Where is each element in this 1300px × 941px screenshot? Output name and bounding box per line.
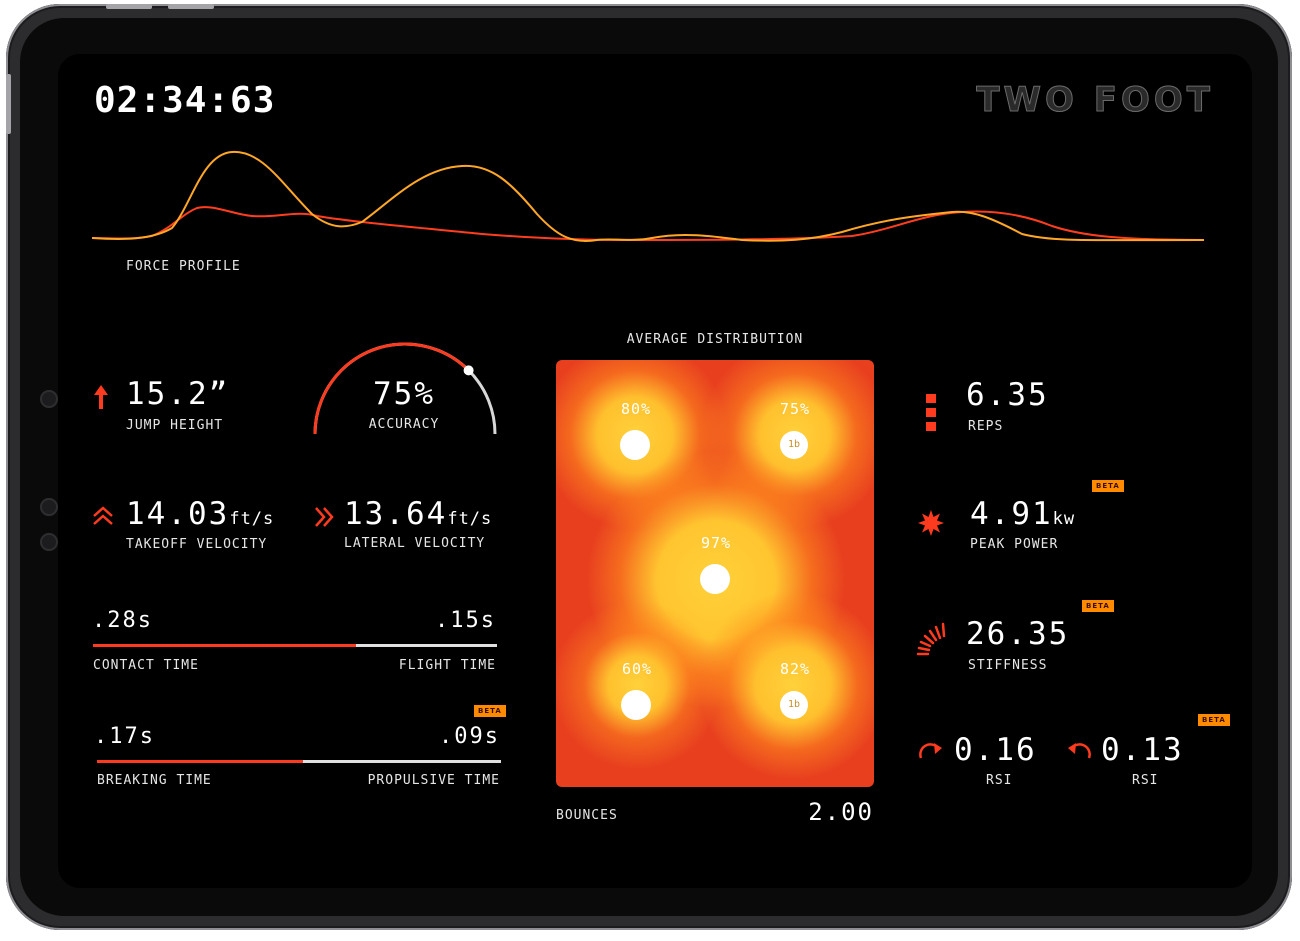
rotate-counterclockwise-icon xyxy=(1068,743,1091,759)
pressure-value: 80% xyxy=(620,400,652,418)
breaking-time-fill xyxy=(97,760,303,763)
takeoff-velocity-value: 14.03ft/s xyxy=(126,496,275,532)
beta-badge: BETA xyxy=(1198,714,1230,726)
flight-time-fill xyxy=(356,644,497,647)
pressure-point xyxy=(620,430,650,460)
pressure-point: 1b xyxy=(780,431,808,459)
lateral-velocity-value: 13.64ft/s xyxy=(344,496,493,532)
breaking-propulsive-bar xyxy=(97,760,501,763)
sensor-icon xyxy=(40,390,58,408)
beta-badge: BETA xyxy=(474,705,506,717)
jump-height-label: JUMP HEIGHT xyxy=(126,418,224,433)
jump-height-value: 15.2” xyxy=(126,376,230,412)
rsi-left-label: RSI xyxy=(986,773,1013,788)
volume-button xyxy=(106,4,152,9)
lateral-velocity-label: LATERAL VELOCITY xyxy=(344,536,486,551)
power-button xyxy=(6,74,11,134)
accuracy-value: 75% xyxy=(373,376,435,412)
beta-badge: BETA xyxy=(1092,480,1124,492)
pressure-glow xyxy=(698,590,874,780)
rotate-clockwise-icon xyxy=(919,743,942,759)
brand-logo: TWO FOOT xyxy=(976,80,1214,121)
pressure-glow xyxy=(556,600,722,770)
pressure-value: 97% xyxy=(700,534,732,552)
breaking-time-label: BREAKING TIME xyxy=(97,773,212,788)
accuracy-gauge-knob xyxy=(463,365,474,376)
rsi-right-label: RSI xyxy=(1132,773,1159,788)
contact-time-label: CONTACT TIME xyxy=(93,658,199,673)
bounces-value: 2.00 xyxy=(808,798,874,826)
accuracy-gauge xyxy=(313,342,497,435)
rsi-left-value: 0.16 xyxy=(954,732,1037,768)
stacked-bars-icon xyxy=(926,394,936,431)
takeoff-velocity-label: TAKEOFF VELOCITY xyxy=(126,537,268,552)
stiffness-label: STIFFNESS xyxy=(968,658,1048,673)
propulsive-time-fill xyxy=(303,760,501,763)
burst-icon xyxy=(918,510,944,536)
takeoff-velocity-unit: ft/s xyxy=(229,509,275,529)
accuracy-label: ACCURACY xyxy=(368,417,440,432)
reps-label: REPS xyxy=(968,419,1004,434)
pressure-value: 60% xyxy=(621,660,653,678)
propulsive-time-value: .09s xyxy=(439,724,500,749)
peak-power-unit: kw xyxy=(1052,509,1076,529)
double-chevron-right-icon xyxy=(315,507,334,527)
stiffness-value: 26.35 xyxy=(966,616,1070,652)
breaking-time-value: .17s xyxy=(94,724,155,749)
peak-power-label: PEAK POWER xyxy=(970,537,1059,552)
double-chevron-up-icon xyxy=(93,506,113,525)
flight-time-label: FLIGHT TIME xyxy=(398,658,496,673)
pressure-value: 82% xyxy=(779,660,811,678)
force-profile-line-orange xyxy=(92,150,1204,242)
force-profile-chart xyxy=(92,150,1204,242)
sensor-icon xyxy=(40,533,58,551)
force-profile-line-red xyxy=(92,206,1204,242)
distribution-heatmap: 80% 75% 1b 97% 60% 82% 1b xyxy=(556,360,874,787)
contact-time-fill xyxy=(93,644,356,647)
contact-flight-bar xyxy=(93,644,497,647)
accuracy-gauge-fill xyxy=(313,342,470,435)
reps-value: 6.35 xyxy=(966,377,1049,413)
force-profile-label: FORCE PROFILE xyxy=(126,259,241,274)
pressure-point: 1b xyxy=(780,691,808,719)
sensor-icon xyxy=(40,498,58,516)
rsi-right-value: 0.13 xyxy=(1101,732,1184,768)
pressure-value: 75% xyxy=(779,400,811,418)
propulsive-time-label: PROPULSIVE TIME xyxy=(367,773,500,788)
distribution-title: AVERAGE DISTRIBUTION xyxy=(626,332,804,347)
app-screen: 02:34:63 TWO FOOT FORCE PROFILE 15.2” JU… xyxy=(58,54,1252,888)
peak-power-value: 4.91kw xyxy=(970,496,1076,532)
volume-button xyxy=(168,4,214,9)
beta-badge: BETA xyxy=(1082,600,1114,612)
bounces-label: BOUNCES xyxy=(556,808,618,823)
pressure-point xyxy=(700,564,730,594)
pressure-point xyxy=(621,690,651,720)
tablet-frame: 02:34:63 TWO FOOT FORCE PROFILE 15.2” JU… xyxy=(6,4,1292,930)
session-timer: 02:34:63 xyxy=(94,80,276,121)
arrow-up-icon xyxy=(94,385,108,409)
contact-time-value: .28s xyxy=(92,608,153,633)
flight-time-value: .15s xyxy=(435,608,496,633)
lateral-velocity-unit: ft/s xyxy=(447,509,493,529)
spring-arc-icon xyxy=(916,622,946,656)
